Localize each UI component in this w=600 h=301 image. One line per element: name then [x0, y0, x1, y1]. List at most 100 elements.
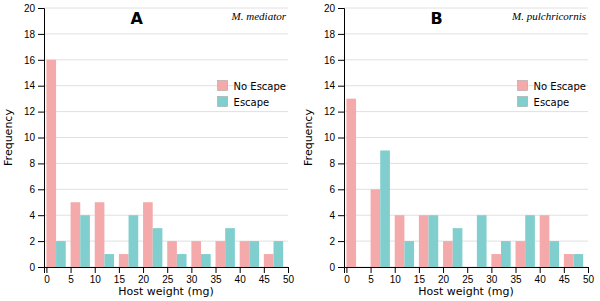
tick-label: 20	[138, 274, 150, 285]
legend-item: Escape	[518, 97, 570, 108]
tick-mark	[38, 189, 44, 190]
bar	[540, 215, 550, 267]
tick: 30	[486, 267, 498, 285]
tick-mark	[288, 267, 289, 273]
tick-mark	[167, 267, 168, 273]
tick: 12	[24, 106, 44, 117]
bar	[467, 267, 477, 268]
tick: 16	[324, 55, 344, 66]
tick-mark	[240, 267, 241, 273]
tick-label: 35	[510, 274, 522, 285]
tick-label: 4	[29, 210, 35, 221]
tick-mark	[191, 267, 192, 273]
tick-mark	[338, 60, 344, 61]
tick-mark	[38, 60, 44, 61]
tick: 0	[329, 262, 344, 273]
tick-mark	[38, 8, 44, 9]
bar	[404, 241, 414, 267]
tick-mark	[443, 267, 444, 273]
tick-label: 18	[324, 29, 336, 40]
tick-label: 14	[324, 80, 336, 91]
tick-mark	[338, 86, 344, 87]
tick: 20	[438, 267, 450, 285]
bar	[80, 215, 90, 267]
tick: 6	[329, 184, 344, 195]
grid	[44, 8, 288, 267]
bar	[491, 254, 501, 267]
bar	[356, 267, 366, 268]
legend-label: No Escape	[534, 81, 586, 92]
tick-mark	[38, 267, 44, 268]
grid-line	[44, 189, 288, 190]
grid-line	[344, 59, 588, 60]
legend: No Escape Escape	[518, 81, 586, 108]
tick-mark	[467, 267, 468, 273]
tick-mark	[38, 241, 44, 242]
tick-label: 0	[44, 274, 50, 285]
panel: 0510152025303540455002468101214161820Hos…	[302, 3, 594, 298]
bar	[225, 228, 235, 267]
tick-mark	[38, 163, 44, 164]
tick: 10	[324, 132, 344, 143]
chart: 0510152025303540455002468101214161820Hos…	[0, 0, 600, 301]
tick-mark	[338, 163, 344, 164]
bar	[477, 215, 487, 267]
tick: 45	[259, 267, 271, 285]
axis-line	[45, 268, 289, 274]
tick: 14	[24, 80, 44, 91]
bar	[249, 241, 259, 267]
bar	[104, 254, 114, 267]
tick: 18	[324, 29, 344, 40]
tick-label: 10	[390, 274, 402, 285]
tick: 20	[24, 3, 44, 14]
tick-label: 25	[462, 274, 474, 285]
axis-line	[345, 268, 589, 274]
bar	[201, 254, 211, 267]
tick-label: 20	[438, 274, 450, 285]
tick-mark	[419, 267, 420, 273]
legend: No EscapeEscape	[218, 81, 286, 108]
tick-mark	[38, 215, 44, 216]
bar	[56, 241, 66, 267]
legend-swatch	[518, 97, 528, 107]
legend-item: Escape	[218, 97, 270, 108]
tick-mark	[338, 267, 344, 268]
legend-swatch	[518, 81, 528, 91]
tick-mark	[95, 267, 96, 273]
tick: 20	[138, 267, 150, 285]
x-axis: 05101520253035404550	[344, 267, 594, 285]
bar	[346, 99, 356, 267]
tick: 6	[29, 184, 44, 195]
tick: 0	[44, 267, 50, 285]
tick-label: 14	[24, 80, 36, 91]
y-axis-label: Frequency	[302, 109, 315, 166]
tick-mark	[338, 8, 344, 9]
tick: 35	[510, 267, 522, 285]
tick-label: 40	[235, 274, 247, 285]
tick-mark	[38, 112, 44, 113]
title: A	[131, 9, 144, 28]
legend-swatch	[218, 81, 228, 91]
tick-label: 0	[344, 274, 350, 285]
bar	[501, 241, 511, 267]
tick-mark	[346, 267, 347, 273]
tick-label: 2	[329, 236, 335, 247]
bar	[129, 215, 139, 267]
tick: 5	[368, 267, 374, 285]
x-axis-label: Host weight (mg)	[418, 285, 513, 298]
tick-label: 16	[24, 55, 36, 66]
tick: 2	[329, 236, 344, 247]
bar	[549, 241, 559, 267]
bar	[564, 254, 574, 267]
tick-mark	[338, 34, 344, 35]
legend-item: No Escape	[518, 81, 586, 92]
tick-mark	[371, 267, 372, 273]
tick-mark	[338, 138, 344, 139]
tick: 18	[24, 29, 44, 40]
tick-label: 50	[583, 274, 595, 285]
grid-line	[44, 8, 288, 9]
tick: 0	[344, 267, 350, 285]
bar	[119, 254, 129, 267]
tick-mark	[338, 112, 344, 113]
tick-label: 12	[324, 106, 336, 117]
